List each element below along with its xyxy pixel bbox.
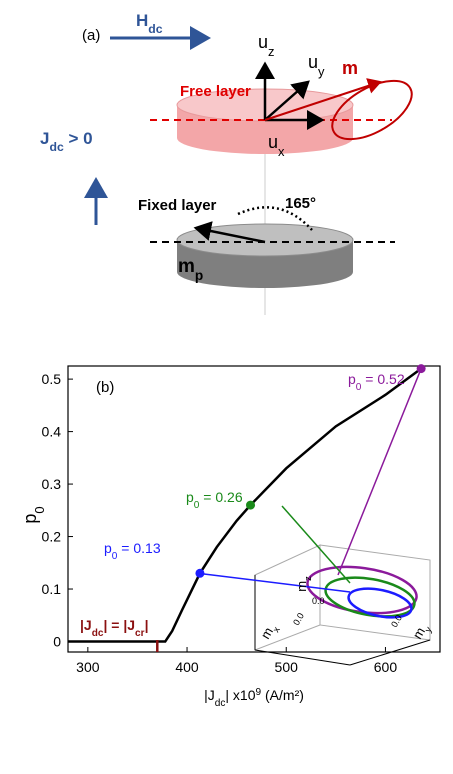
uy-label: uy [308, 52, 325, 79]
critical-label: |Jdc| = |Jcr| [80, 617, 149, 639]
current-label-part: > 0 [64, 129, 93, 148]
y-axis-label: p0 [20, 506, 47, 523]
x-axis-label-part: |J [204, 687, 215, 703]
inset-tick: 0.0 [291, 611, 306, 627]
inset-tick: 0.0 [312, 596, 325, 606]
panel-label: (a) [82, 27, 100, 44]
mp-label: mp [178, 256, 203, 283]
mp-label-part: p [195, 268, 203, 283]
ux-label: ux [268, 132, 285, 159]
plot-frame [67, 365, 441, 653]
marker-label-part: 0 [194, 500, 200, 511]
inset-mz-part: z [303, 576, 313, 581]
y-axis-label-part: 0 [32, 506, 47, 513]
marker-label-part: 0 [356, 382, 362, 393]
x-tick-label: 500 [275, 659, 299, 675]
x-tick-label: 600 [374, 659, 398, 675]
marker-label-part: p [348, 371, 356, 387]
uz-label-part: u [258, 32, 268, 52]
marker-label: p0 = 0.26 [186, 489, 243, 511]
inset-my-part: y [423, 625, 434, 634]
marker [416, 364, 426, 374]
m-label: m [342, 58, 358, 78]
inset-mx-part: x [271, 625, 282, 634]
field-label-part: dc [148, 22, 162, 36]
critical-label-part: | [145, 617, 149, 633]
free-layer-label: Free layer [180, 83, 251, 100]
current-label-part: dc [49, 140, 63, 154]
uy-label-part: y [318, 64, 325, 79]
y-tick-label: 0.1 [42, 581, 62, 597]
critical-label-part: |J [80, 617, 92, 633]
marker-label: p0 = 0.13 [104, 540, 161, 562]
inset-mz: mz [294, 576, 313, 592]
marker-label-part: p [186, 489, 194, 505]
marker-label-part: = 0.26 [199, 489, 242, 505]
y-axis-label-part: p [20, 514, 40, 524]
panel-b [67, 365, 441, 666]
inset-orbit [347, 587, 413, 619]
marker-label: p0 = 0.52 [348, 371, 405, 393]
precession-orbit [331, 79, 413, 141]
field-label-part: H [136, 11, 148, 30]
inset-mz-part: m [294, 581, 309, 592]
current-label-part: J [40, 129, 49, 148]
marker [246, 500, 256, 510]
marker-label-part: = 0.52 [361, 371, 404, 387]
x-axis-label-part: | x10 [225, 687, 255, 703]
x-tick-label: 300 [76, 659, 100, 675]
ux-label-part: x [278, 144, 285, 159]
inset-my: my [410, 620, 434, 643]
mp-label-part: m [178, 256, 195, 277]
critical-label-part: dc [92, 628, 104, 639]
angle-label: 165° [285, 195, 316, 212]
critical-label-part: | = |J [103, 617, 135, 633]
x-axis-label-part: 9 [256, 687, 262, 698]
mp-arrow [193, 221, 266, 244]
inset [203, 368, 431, 666]
marker-label-part: 0 [112, 551, 118, 562]
current-label: Jdc > 0 [40, 129, 93, 154]
uz-label-part: z [268, 44, 274, 59]
x-axis-label: |Jdc| x109 (A/m²) [204, 687, 304, 709]
angle-arc [237, 206, 313, 231]
panel-label: (b) [96, 379, 114, 396]
marker-label-part: p [104, 540, 112, 556]
x-axis-label-part: dc [215, 698, 226, 709]
critical-label-part: cr [135, 628, 145, 639]
y-tick-label: 0 [53, 634, 61, 650]
connector [203, 573, 351, 593]
uy-arrow [264, 80, 310, 121]
x-tick-label: 400 [175, 659, 199, 675]
connector [337, 368, 422, 576]
uy-label-part: u [308, 52, 318, 72]
y-tick-label: 0.2 [42, 529, 62, 545]
curve [68, 367, 422, 643]
marker [195, 568, 205, 578]
fixed-layer-label: Fixed layer [138, 197, 217, 214]
panel-a [84, 26, 413, 315]
inset-mx: mx [258, 620, 282, 643]
connector [281, 505, 351, 584]
y-tick-label: 0.3 [42, 476, 62, 492]
x-axis-label-part: (A/m²) [261, 687, 304, 703]
y-tick-label: 0.4 [42, 424, 62, 440]
marker-label-part: = 0.13 [117, 540, 160, 556]
ux-label-part: u [268, 132, 278, 152]
y-tick-label: 0.5 [42, 371, 62, 387]
uz-label: uz [258, 32, 275, 59]
m-arrow [264, 78, 382, 121]
field-label: Hdc [136, 11, 163, 36]
